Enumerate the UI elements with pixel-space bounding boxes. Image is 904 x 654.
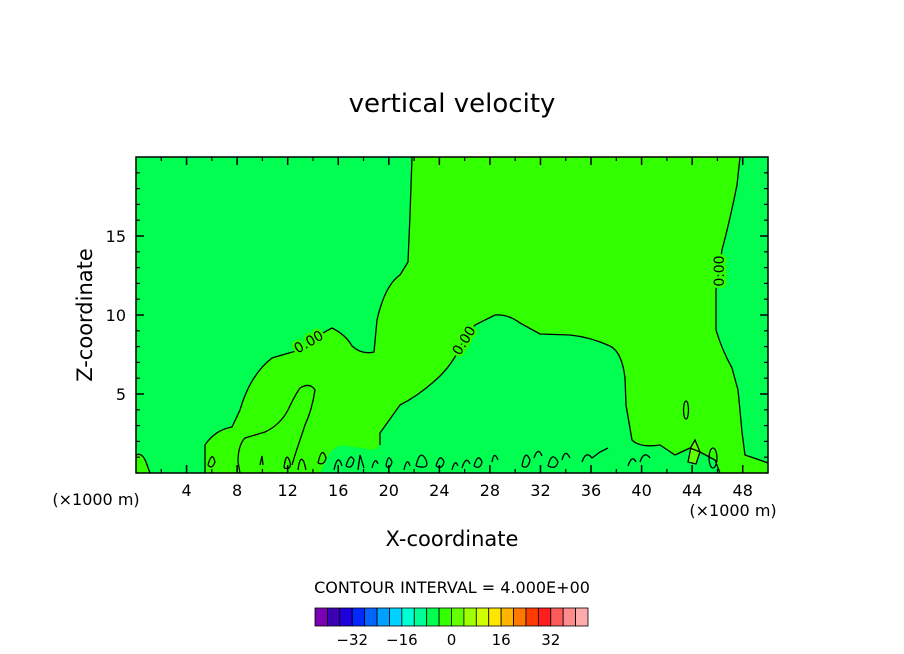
colorbar-swatch (314, 607, 328, 627)
colorbar-swatch (463, 607, 477, 627)
contour-line (237, 384, 316, 474)
colorbar-tick-label: 32 (541, 631, 560, 649)
colorbar-swatch (550, 607, 564, 627)
x-tick-label: 40 (631, 481, 651, 500)
x-tick-label: 36 (581, 481, 601, 500)
y-tick-label: 5 (116, 385, 126, 404)
x-tick-label: 32 (530, 481, 550, 500)
positive-region (136, 157, 768, 473)
colorbar-swatch (513, 607, 527, 627)
colorbar-swatch (327, 607, 341, 627)
colorbar-swatch (438, 607, 452, 627)
x-tick-label: 28 (480, 481, 500, 500)
colorbar-tick-label: −32 (336, 631, 368, 649)
contour-line (135, 453, 151, 474)
y-axis: 5 10 15 (106, 172, 768, 458)
colorbar-tick-label: 16 (492, 631, 511, 649)
contour-line (715, 156, 769, 464)
colorbar-swatch (500, 607, 514, 627)
contour-line (687, 438, 701, 465)
colorbar-tick-label: −16 (386, 631, 418, 649)
x-tick-label: 24 (429, 481, 449, 500)
colorbar-swatch (426, 607, 440, 627)
contour-line (682, 400, 690, 420)
x-tick-label: 4 (181, 481, 191, 500)
contour-line (708, 447, 718, 469)
colorbar-swatch (401, 607, 415, 627)
x-tick-label: 48 (733, 481, 753, 500)
contour-line (204, 156, 413, 473)
y-axis-title: Z-coordinate (73, 248, 97, 382)
colorbar-labels: −32 −16 0 16 32 (336, 631, 560, 649)
colorbar-swatch (525, 607, 539, 627)
contour-line (379, 314, 721, 474)
chart-title: vertical velocity (349, 89, 556, 119)
colorbar-swatch (451, 607, 465, 627)
colorbar-tick-label: 0 (447, 631, 457, 649)
colorbar-swatch (562, 607, 576, 627)
x-tick-label: 16 (328, 481, 348, 500)
colorbar-swatch (413, 607, 428, 627)
contour-lines (135, 156, 769, 474)
colorbar-swatch (475, 607, 490, 627)
colorbar-swatch (339, 607, 353, 627)
colorbar-swatch (376, 607, 390, 627)
x-unit-right: (×1000 m) (689, 501, 776, 520)
x-axis-title: X-coordinate (386, 527, 519, 551)
colorbar-swatch (364, 607, 378, 627)
colorbar (314, 607, 589, 627)
colorbar-swatch (389, 607, 403, 627)
x-tick-label: 8 (232, 481, 242, 500)
x-tick-label: 12 (278, 481, 298, 500)
y-tick-label: 15 (106, 227, 126, 246)
colorbar-swatch (351, 607, 366, 627)
x-tick-label: 20 (379, 481, 399, 500)
x-tick-label: 44 (682, 481, 702, 500)
contour-label: 0.00 (712, 255, 728, 286)
x-unit-left: (×1000 m) (52, 490, 139, 509)
contour-interval: CONTOUR INTERVAL = 4.000E+00 (314, 578, 590, 597)
y-tick-label: 10 (106, 306, 126, 325)
colorbar-swatch (575, 607, 589, 627)
contour-line (207, 447, 651, 471)
colorbar-swatch (537, 607, 552, 627)
x-axis: 4 8 12 16 20 24 28 32 36 40 44 48 (160, 157, 753, 500)
colorbar-swatch (488, 607, 502, 627)
